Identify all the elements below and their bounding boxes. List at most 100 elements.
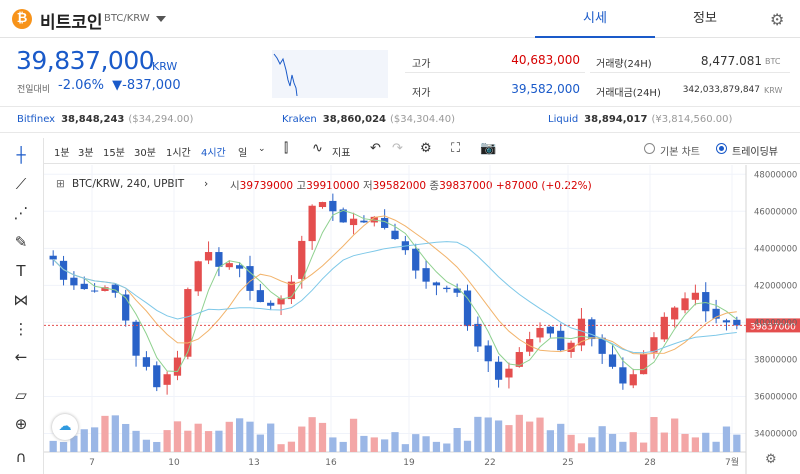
change-absolute: ▼-837,000 — [112, 78, 181, 93]
redo-icon[interactable]: ↷ — [392, 141, 403, 156]
interval-3m[interactable]: 3분 — [78, 148, 94, 159]
interval-30m[interactable]: 30분 — [134, 148, 156, 159]
interval-4h[interactable]: 4시간 — [201, 148, 226, 159]
volume-bar — [515, 414, 523, 452]
tradingview-label[interactable]: 트레이딩뷰 — [732, 147, 778, 158]
legend-symbol[interactable]: BTC/KRW, 240, UPBIT — [72, 178, 185, 190]
volume-bar — [526, 421, 534, 452]
volume-bar — [111, 415, 119, 452]
interval-15m[interactable]: 15분 — [103, 148, 125, 159]
undo-icon[interactable]: ↶ — [370, 141, 381, 156]
candle-body — [173, 357, 182, 376]
legend-chevron-icon[interactable]: › — [204, 178, 209, 190]
chevron-down-icon[interactable] — [156, 16, 166, 22]
candle-body — [329, 200, 337, 212]
volume-bar — [132, 430, 140, 452]
crosshair-icon[interactable]: ┼ — [16, 146, 26, 164]
volume-bar — [90, 427, 99, 452]
candle-body — [267, 302, 275, 306]
volume-bar — [401, 444, 409, 452]
volume-bar — [391, 432, 399, 452]
volume-bar — [557, 423, 565, 452]
prediction-icon[interactable]: ⋮ — [13, 320, 29, 338]
settings-icon[interactable]: ⚙ — [420, 141, 432, 156]
drawing-toolbar: ┼ ⟋ ⋰ ✎ T ⋈ ⋮ ← ▱ ⊕ ∩ — [0, 138, 44, 474]
interval-1m[interactable]: 1분 — [54, 148, 70, 159]
volume-bar — [660, 432, 668, 452]
amount-unit: KRW — [764, 86, 783, 95]
bitcoin-icon: ₿ — [12, 9, 32, 29]
candle-body — [733, 319, 741, 326]
tab-info[interactable]: 정보 — [693, 11, 717, 26]
low-label: 저가 — [412, 88, 431, 99]
volume-bar — [267, 423, 275, 452]
volume-bar — [422, 436, 430, 452]
candle-body — [132, 321, 140, 356]
text-icon[interactable]: T — [16, 262, 26, 280]
tradingview-logo-icon[interactable]: ☁ — [52, 414, 78, 440]
volume-bar — [360, 435, 368, 452]
magnet-icon[interactable]: ∩ — [15, 448, 27, 466]
trendline-icon[interactable]: ⟋ — [15, 175, 27, 193]
back-arrow-icon[interactable]: ← — [14, 348, 28, 366]
amount-value: 342,033,879,847 — [682, 85, 760, 95]
candle-body — [101, 287, 109, 291]
candle-body — [536, 327, 544, 338]
candle-body — [474, 323, 482, 347]
candle-body — [298, 240, 306, 279]
interval-dropdown-icon[interactable]: ⌄ — [258, 144, 266, 154]
volume-bar — [484, 417, 492, 452]
amount-label: 거래대금(24H) — [596, 88, 661, 99]
chart-settings-icon[interactable]: ⚙ — [765, 452, 777, 467]
volume-bar — [163, 430, 171, 452]
candle-body — [339, 209, 347, 223]
candle-body — [391, 230, 399, 240]
y-tick-label: 48000000 — [754, 170, 797, 180]
change-percent: -2.06% — [58, 78, 104, 93]
volume-bar — [153, 441, 161, 452]
price-unit: KRW — [152, 60, 178, 73]
indicator-icon[interactable]: ∿ — [312, 141, 323, 156]
pattern-icon[interactable]: ⋈ — [13, 291, 29, 309]
chart-toolbar: 1분 3분 15분 30분 1시간 4시간 일 ⌄ ⫿ ∿ 지표 ↶ ↷ ⚙ ⛶… — [44, 138, 800, 164]
legend-expand-icon[interactable]: ⊞ — [56, 178, 65, 190]
high-value: 40,683,000 — [511, 53, 580, 67]
exchange-liquid: Liquid 38,894,017 (¥3,814,560.00) — [548, 114, 733, 125]
fib-icon[interactable]: ⋰ — [13, 204, 29, 222]
ma-short-line — [52, 209, 738, 373]
indicators-button[interactable]: 지표 — [332, 148, 351, 159]
tradingview-radio[interactable] — [716, 143, 727, 154]
volume-bar — [650, 417, 658, 452]
candle-type-icon[interactable]: ⫿ — [284, 141, 289, 156]
price-chart[interactable]: 39837000 48000000 46000000 44000000 42000000… — [44, 165, 800, 474]
brush-icon[interactable]: ✎ — [14, 233, 28, 251]
last-price-label: 39837000 — [750, 322, 796, 332]
gear-icon[interactable]: ⚙ — [770, 10, 785, 29]
ruler-icon[interactable]: ▱ — [15, 386, 27, 404]
y-tick-label: 34000000 — [754, 429, 797, 439]
x-tick-label: 13 — [248, 458, 259, 468]
volume-bar — [474, 416, 482, 452]
basic-chart-radio[interactable] — [644, 143, 655, 154]
candle-body — [681, 298, 689, 311]
interval-1h[interactable]: 1시간 — [166, 148, 191, 159]
interval-day[interactable]: 일 — [238, 148, 248, 159]
candle-body — [619, 367, 627, 384]
fullscreen-icon[interactable]: ⛶ — [451, 141, 461, 156]
camera-icon[interactable]: 📷 — [480, 141, 497, 156]
candle-body — [463, 290, 472, 327]
change-values: -2.06% ▼-837,000 — [58, 78, 181, 93]
candle-body — [505, 368, 513, 378]
volume-bar — [287, 441, 296, 452]
basic-chart-label[interactable]: 기본 차트 — [660, 147, 700, 158]
volume-unit: BTC — [765, 57, 781, 66]
candle-body — [90, 290, 99, 292]
candle-body — [432, 282, 441, 286]
volume-bar — [329, 437, 337, 452]
volume-bar — [681, 433, 689, 452]
volume-bar — [246, 421, 254, 452]
coin-name[interactable]: 비트코인 — [40, 13, 103, 33]
volume-bar — [691, 437, 700, 452]
tab-quote[interactable]: 시세 — [535, 0, 655, 38]
zoom-in-icon[interactable]: ⊕ — [14, 415, 28, 433]
